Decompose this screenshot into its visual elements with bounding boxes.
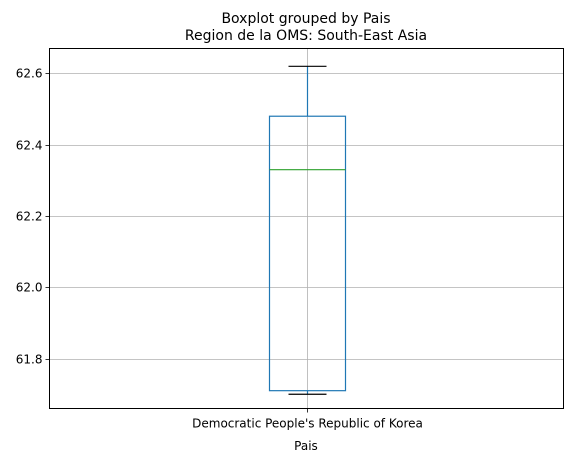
x-tick-layer: Democratic People's Republic of Korea	[192, 408, 423, 431]
x-tick-label: Democratic People's Republic of Korea	[192, 417, 423, 431]
y-tick-label: 62.6	[16, 67, 43, 81]
box-iqr	[268, 115, 347, 392]
grid-layer	[49, 48, 564, 409]
y-tick-label: 62.2	[16, 210, 43, 224]
chart-suptitle: Boxplot grouped by Pais	[221, 11, 390, 27]
plot-frame	[49, 48, 564, 409]
y-tick-label: 62.0	[16, 281, 43, 295]
y-tick-label: 62.4	[16, 139, 43, 153]
y-tick-layer: 61.8 62.0 62.2 62.4 62.6	[16, 67, 50, 367]
y-tick-label: 61.8	[16, 353, 43, 367]
chart-title: Region de la OMS: South-East Asia	[185, 28, 427, 44]
box-group	[268, 65, 347, 395]
x-axis-label: Pais	[294, 439, 318, 453]
box-layer	[268, 65, 347, 395]
